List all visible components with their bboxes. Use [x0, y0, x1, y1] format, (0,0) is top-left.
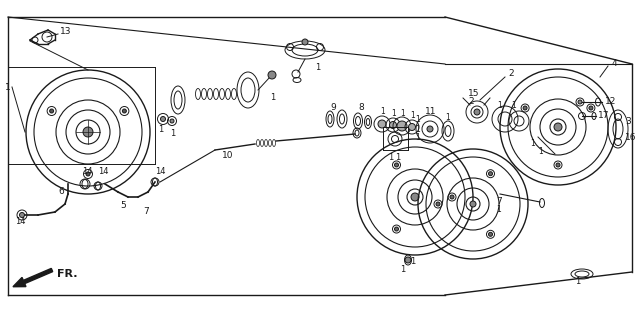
Text: 1: 1: [170, 129, 175, 138]
Text: 1: 1: [380, 108, 385, 116]
Circle shape: [578, 100, 582, 104]
Circle shape: [86, 172, 90, 176]
Text: 15: 15: [468, 90, 479, 99]
Text: 7: 7: [496, 197, 502, 207]
Circle shape: [589, 106, 593, 110]
Text: 1: 1: [445, 113, 450, 121]
Text: 1: 1: [575, 277, 580, 286]
Text: 2: 2: [468, 97, 474, 106]
Circle shape: [268, 71, 276, 79]
Circle shape: [523, 106, 527, 110]
Text: 4: 4: [612, 60, 618, 69]
Text: 11: 11: [425, 108, 436, 116]
Text: 1: 1: [400, 265, 405, 274]
Circle shape: [122, 109, 126, 113]
Text: 1: 1: [415, 124, 420, 134]
Circle shape: [390, 121, 397, 129]
Text: 1: 1: [530, 139, 535, 149]
Text: 1: 1: [538, 148, 543, 157]
Text: 1: 1: [5, 82, 11, 91]
Text: 1: 1: [496, 206, 500, 215]
Text: 1: 1: [415, 133, 420, 142]
Text: 1: 1: [410, 110, 415, 119]
Circle shape: [394, 163, 399, 167]
Text: 7: 7: [143, 207, 148, 217]
Circle shape: [474, 109, 480, 115]
Circle shape: [302, 39, 308, 45]
Text: 2: 2: [508, 70, 514, 79]
Text: 1: 1: [511, 100, 516, 110]
Circle shape: [170, 119, 174, 123]
Text: 3: 3: [625, 118, 631, 126]
Text: 1: 1: [415, 115, 420, 124]
Text: 5: 5: [120, 201, 125, 209]
Text: 16: 16: [625, 133, 637, 142]
Circle shape: [411, 193, 419, 201]
Text: 1: 1: [410, 257, 415, 266]
Text: 1: 1: [270, 94, 275, 103]
Text: 14: 14: [15, 217, 26, 227]
Text: 13: 13: [60, 27, 72, 37]
Circle shape: [436, 202, 440, 206]
Text: 14: 14: [82, 168, 93, 177]
Text: 9: 9: [330, 103, 336, 111]
Text: 8: 8: [358, 103, 364, 111]
Text: 1: 1: [497, 100, 502, 110]
Circle shape: [556, 163, 560, 167]
Text: 14: 14: [98, 168, 109, 177]
Text: 1: 1: [395, 153, 400, 162]
Circle shape: [19, 212, 24, 217]
Circle shape: [408, 124, 415, 130]
Circle shape: [83, 127, 93, 137]
Circle shape: [405, 257, 411, 263]
Circle shape: [488, 172, 493, 176]
Text: 14: 14: [155, 168, 166, 177]
Text: 1: 1: [388, 153, 393, 162]
Text: 12: 12: [605, 97, 616, 106]
Circle shape: [378, 120, 386, 128]
Text: 17: 17: [598, 111, 609, 120]
Text: 10: 10: [222, 150, 234, 159]
Circle shape: [161, 116, 166, 121]
Text: 6: 6: [58, 188, 64, 197]
Text: 1: 1: [400, 110, 404, 119]
Text: 1: 1: [391, 109, 396, 118]
Circle shape: [427, 126, 433, 132]
Text: 1: 1: [315, 62, 320, 71]
Circle shape: [397, 121, 407, 131]
Text: 1: 1: [158, 124, 163, 134]
Circle shape: [50, 109, 54, 113]
Circle shape: [488, 232, 493, 236]
Circle shape: [450, 195, 454, 199]
Text: FR.: FR.: [57, 269, 77, 279]
Circle shape: [470, 201, 476, 207]
FancyArrow shape: [13, 268, 52, 287]
Circle shape: [554, 123, 562, 131]
Circle shape: [394, 227, 399, 231]
